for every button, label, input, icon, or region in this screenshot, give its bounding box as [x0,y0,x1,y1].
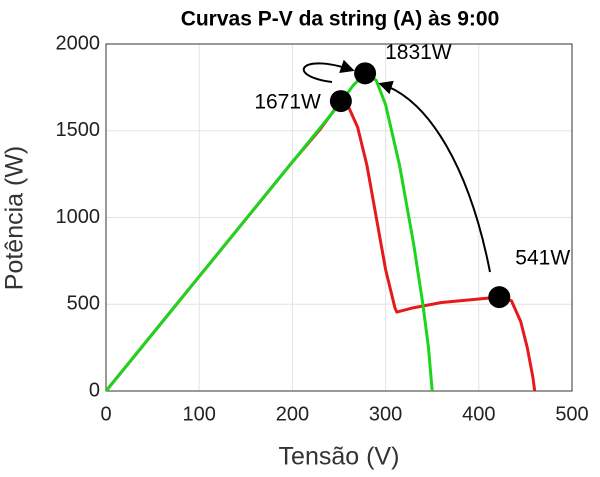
plot-frame [105,43,573,392]
y-tick-label: 1500 [56,119,101,141]
series-line [104,71,434,392]
annotation-label: 1671W [254,91,321,114]
y-tick-label: 0 [89,379,100,401]
x-tick-label: 400 [462,403,495,425]
annotation-label: 1831W [385,41,452,64]
annotation-point [354,62,377,85]
x-tick-label: 300 [369,403,402,425]
plot-area: 1831W 1671W 541W [104,41,570,392]
annotation-label: 541W [515,247,570,270]
y-tick-label: 2000 [56,32,101,54]
x-axis-label: Tensão (V) [279,443,400,471]
annotation-point [329,90,352,113]
chart-title: Curvas P-V da string (A) às 9:00 [181,8,500,31]
x-tick-label: 0 [100,403,111,425]
x-tick-label: 100 [183,403,216,425]
x-tick-label: 500 [555,403,588,425]
y-tick-label: 1000 [56,206,101,228]
y-axis-label: Potência (W) [1,146,29,290]
x-tick-label: 200 [276,403,309,425]
annotation-point [488,286,511,309]
series-line [104,99,537,392]
y-tick-label: 500 [67,293,100,315]
arrow [378,80,491,273]
arrow [302,59,355,83]
